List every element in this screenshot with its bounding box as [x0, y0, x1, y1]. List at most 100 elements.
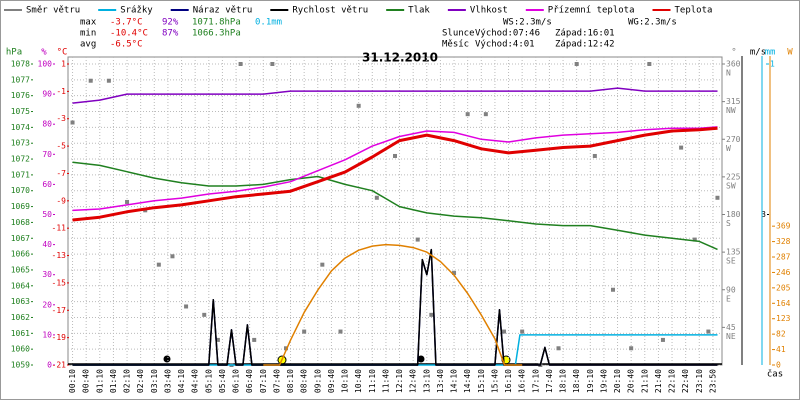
x-tick-label: 18:10 — [559, 369, 568, 393]
x-tick-label: 21:40 — [654, 369, 663, 393]
x-tick-label: 08:10 — [286, 369, 295, 393]
x-tick-label: 06:10 — [232, 369, 241, 393]
direction-dot — [520, 329, 525, 334]
direction-dot — [356, 103, 361, 108]
compass-label: NW — [726, 106, 736, 115]
legend-label: Náraz větru — [193, 6, 253, 16]
y-tick-label: 82 — [776, 330, 786, 339]
y-tick-label: 1067 — [11, 234, 30, 243]
y-tick-label: 1061 — [11, 329, 30, 338]
info-text: Západ:12:42 — [555, 40, 615, 50]
y-tick-label: 1 — [61, 60, 66, 69]
x-tick-label: 07:40 — [272, 369, 281, 393]
moonset-marker — [417, 355, 425, 363]
x-tick-label: 03:10 — [150, 369, 159, 393]
x-tick-label: 21:10 — [640, 369, 649, 393]
y-tick-label: 1060 — [11, 345, 30, 354]
direction-dot — [156, 262, 161, 267]
x-tick-label: 19:10 — [586, 369, 595, 393]
y-tick-label: 3 — [761, 210, 766, 219]
direction-dot — [374, 195, 379, 200]
stat: max — [80, 18, 97, 28]
direction-dot — [502, 329, 506, 334]
x-tick-label: 16:10 — [504, 369, 513, 393]
y-tick-label: 315 — [726, 97, 741, 106]
x-tick-label: 04:40 — [191, 369, 200, 393]
y-tick-label: -19 — [52, 333, 67, 342]
plot-area — [67, 56, 723, 366]
series-line — [72, 126, 718, 212]
y-tick-label: 0 — [47, 361, 52, 370]
direction-dot — [465, 112, 470, 117]
y-tick-label: 328 — [776, 237, 791, 246]
info-text: Západ:16:01 — [555, 29, 615, 39]
direction-dot — [302, 329, 307, 334]
compass-label: SW — [726, 181, 736, 190]
y-tick-label: 50 — [42, 210, 52, 219]
direction-dot — [106, 78, 111, 83]
y-tick-label: 135 — [726, 248, 741, 257]
y-tick-label: 1062 — [11, 313, 30, 322]
y-tick-label: 45 — [726, 323, 736, 332]
direction-dot — [215, 337, 220, 342]
y-tick-label: 287 — [776, 253, 791, 262]
legend-label: Tlak — [408, 6, 430, 16]
y-tick-label: 1068 — [11, 218, 30, 227]
x-tick-label: 23:50 — [708, 369, 717, 393]
y-tick-label: 246 — [776, 268, 791, 277]
legend-label: Rychlost větru — [292, 6, 368, 16]
series-line — [72, 161, 718, 251]
axis-title: m/s — [750, 48, 766, 58]
y-tick-label: -21 — [52, 361, 67, 370]
y-tick-label: 180 — [726, 210, 741, 219]
stats: max -3.7°C 92% 1071.8hPa 0.1mm min -10.4°C 87% 1… — [80, 18, 282, 50]
moonrise-marker — [163, 355, 171, 363]
y-tick-label: -3 — [56, 114, 66, 123]
x-tick-label: 10:10 — [341, 369, 350, 393]
y-tick-label: -1 — [56, 87, 66, 96]
direction-dot — [393, 153, 397, 158]
x-tick-label: 11:10 — [368, 369, 377, 393]
x-tick-label: 15:40 — [490, 369, 499, 393]
y-tick-label: -11 — [52, 224, 67, 233]
y-tick-label: 225 — [726, 172, 741, 181]
axis-title: hPa — [6, 48, 22, 58]
direction-dot — [556, 346, 561, 351]
direction-dot — [338, 329, 343, 334]
stat: -6.5°C — [110, 40, 143, 50]
y-tick-label: -15 — [52, 278, 67, 287]
direction-dot — [679, 145, 684, 150]
x-tick-label: 19:40 — [599, 369, 608, 393]
stat: -10.4°C — [110, 29, 148, 39]
y-tick-label: -13 — [52, 251, 67, 260]
y-tick-label: 1063 — [11, 297, 30, 306]
x-tick-label: 05:10 — [204, 369, 213, 393]
direction-dot — [592, 153, 597, 158]
direction-dot — [629, 346, 634, 351]
x-tick-label: 09:40 — [327, 369, 336, 393]
x-tick-label: 01:10 — [95, 369, 104, 393]
y-tick-label: 1076 — [11, 91, 30, 100]
y-tick-label: 90 — [726, 285, 736, 294]
info-text: WG:2.3m/s — [628, 18, 677, 28]
x-tick-label: 12:10 — [395, 369, 404, 393]
y-tick-label: -5 — [56, 142, 66, 151]
direction-dot — [252, 337, 257, 342]
x-tick-label: 14:10 — [450, 369, 459, 393]
stat: 1066.3hPa — [192, 29, 241, 39]
y-tick-label: 1069 — [11, 202, 30, 211]
direction-dot — [415, 237, 420, 242]
direction-dot — [125, 199, 130, 204]
direction-dot — [202, 312, 207, 317]
stat: -3.7°C — [110, 18, 143, 28]
x-tick-label: 22:40 — [681, 369, 690, 393]
legend-label: Přízemní teplota — [548, 6, 635, 16]
info-text: Slunce — [442, 29, 475, 39]
x-tick-label: 07:10 — [259, 369, 268, 393]
x-tick-label: 12:40 — [409, 369, 418, 393]
series-line — [72, 87, 718, 104]
direction-dot — [170, 254, 175, 259]
compass-label: S — [726, 219, 731, 228]
y-tick-label: 30 — [42, 270, 52, 279]
